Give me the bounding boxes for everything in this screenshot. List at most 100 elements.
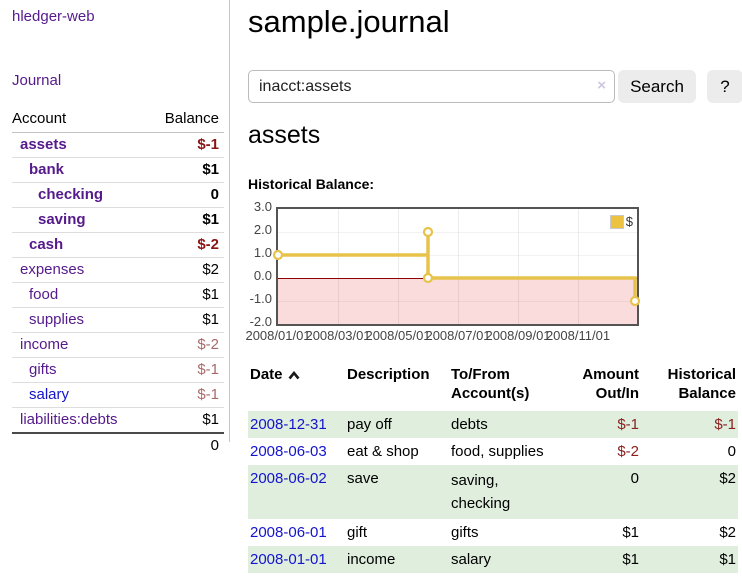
transaction-amount: $-1 <box>617 416 639 433</box>
x-tick: 2008/05/01 <box>365 328 431 343</box>
transaction-amount: $1 <box>622 524 639 541</box>
account-link-expenses[interactable]: expenses <box>20 261 85 278</box>
account-link-bank[interactable]: bank <box>29 161 65 178</box>
historical-balance-chart: 3.0 2.0 1.0 0.0 -1.0 -2.0 <box>245 200 742 347</box>
gridline <box>338 209 339 324</box>
transaction-balance: $-1 <box>714 416 736 433</box>
sidebar: hledger-web Journal Account Balance asse… <box>0 0 230 454</box>
gridline <box>398 209 399 324</box>
account-link-income[interactable]: income <box>20 336 69 353</box>
app-brand-link[interactable]: hledger-web <box>12 8 95 25</box>
account-link-cash[interactable]: cash <box>29 236 64 253</box>
transaction-date-link[interactable]: 2008-01-01 <box>250 551 327 568</box>
historical-header-line2: Balance <box>678 385 736 402</box>
transaction-amount: $1 <box>622 551 639 568</box>
transaction-balance: 0 <box>727 443 736 460</box>
help-button[interactable]: ? <box>707 70 742 103</box>
date-column-header: Date <box>248 363 345 411</box>
gridline <box>278 232 637 233</box>
x-tick: 2008/03/01 <box>305 328 371 343</box>
y-tick: 1.0 <box>253 245 272 260</box>
transaction-balance: $1 <box>719 551 736 568</box>
y-tick: 2.0 <box>253 222 272 237</box>
accounts-total-value: 0 <box>210 437 219 454</box>
legend-swatch-icon <box>609 214 624 229</box>
account-balance: $-1 <box>197 361 219 378</box>
account-row-supplies: supplies $1 <box>12 308 224 333</box>
account-balance: $-1 <box>197 386 219 403</box>
account-balance: 0 <box>210 186 219 203</box>
clear-search-icon[interactable]: × <box>597 77 606 94</box>
transaction-description: eat & shop <box>347 443 419 460</box>
accounts-table: Account Balance assets $-1 bank $1 check… <box>12 108 224 458</box>
historical-header-line1: Historical <box>667 366 736 383</box>
search-form: × Search ? <box>248 70 742 103</box>
accounts-header-line1: To/From <box>451 366 510 383</box>
balance-column-header: Balance <box>164 110 219 127</box>
account-balance: $1 <box>202 311 219 328</box>
account-link-salary[interactable]: salary <box>29 386 70 403</box>
transaction-balance: $2 <box>719 470 736 487</box>
account-balance: $2 <box>202 261 219 278</box>
transaction-description: pay off <box>347 416 392 433</box>
account-link-liabilities-debts[interactable]: liabilities:debts <box>20 411 118 428</box>
account-link-assets[interactable]: assets <box>20 136 67 153</box>
account-link-checking[interactable]: checking <box>38 186 104 203</box>
gridline <box>458 209 459 324</box>
account-balance: $1 <box>202 211 219 228</box>
account-row-income: income $-2 <box>12 333 224 358</box>
y-tick: -2.0 <box>249 314 272 329</box>
account-row-bank: bank $1 <box>12 158 224 183</box>
account-row-cash: cash $-2 <box>12 233 224 258</box>
account-link-gifts[interactable]: gifts <box>29 361 57 378</box>
account-balance: $1 <box>202 286 219 303</box>
transaction-date-link[interactable]: 2008-06-02 <box>250 470 327 487</box>
y-tick: 3.0 <box>253 199 272 214</box>
transaction-description: gift <box>347 524 368 541</box>
transaction-date-link[interactable]: 2008-06-01 <box>250 524 327 541</box>
account-link-saving[interactable]: saving <box>38 211 86 228</box>
transaction-row: 2008-06-03 eat & shop food, supplies $-2… <box>248 438 738 465</box>
x-tick: 2008/11/01 <box>545 328 611 343</box>
search-input[interactable] <box>248 70 615 103</box>
date-header-label: Date <box>250 366 283 383</box>
transaction-accounts: debts <box>451 416 488 433</box>
transaction-row: 2008-12-31 pay off debts $-1 $-1 <box>248 411 738 438</box>
account-link-food[interactable]: food <box>29 286 59 303</box>
transaction-description: income <box>347 551 396 568</box>
gridline <box>578 209 579 324</box>
account-balance: $1 <box>202 161 219 178</box>
sidebar-item-journal[interactable]: Journal <box>12 72 62 89</box>
chart-legend: $ <box>608 214 634 229</box>
negative-region-fill <box>278 278 637 324</box>
sort-ascending-chevron-up-icon <box>288 370 300 379</box>
transactions-table: Date Description To/From Account(s) Amou… <box>248 363 738 573</box>
account-link-supplies[interactable]: supplies <box>29 311 85 328</box>
y-tick: 0.0 <box>253 268 272 283</box>
transaction-row: 2008-06-01 gift gifts $1 $2 <box>248 519 738 546</box>
gridline <box>278 301 637 302</box>
account-row-liabilities-debts: liabilities:debts $1 <box>12 408 224 432</box>
accounts-header-line2: Account(s) <box>451 385 530 402</box>
accounts-column-header: To/From Account(s) <box>449 363 561 411</box>
account-row-saving: saving $1 <box>12 208 224 233</box>
main-content: sample.journal × Search ? assets Histori… <box>245 0 742 582</box>
transaction-date-link[interactable]: 2008-06-03 <box>250 443 327 460</box>
plot-area: $ <box>272 207 641 326</box>
amount-header-line2: Out/In <box>595 385 639 402</box>
search-button[interactable]: Search <box>618 70 696 103</box>
account-balance: $-2 <box>197 236 219 253</box>
transaction-accounts: salary <box>451 551 492 568</box>
transaction-row: 2008-01-01 income salary $1 $1 <box>248 546 738 573</box>
transaction-accounts: food, supplies <box>451 443 544 460</box>
account-balance: $-1 <box>197 136 219 153</box>
gridline <box>518 209 519 324</box>
description-column-header: Description <box>347 366 430 383</box>
transaction-amount: $-2 <box>617 443 639 460</box>
transactions-header-row: Date Description To/From Account(s) Amou… <box>248 363 738 411</box>
amount-header-line1: Amount <box>582 366 639 383</box>
transaction-date-link[interactable]: 2008-12-31 <box>250 416 327 433</box>
historical-balance-column-header: Historical Balance <box>641 363 738 411</box>
account-row-expenses: expenses $2 <box>12 258 224 283</box>
account-row-salary: salary $-1 <box>12 383 224 408</box>
